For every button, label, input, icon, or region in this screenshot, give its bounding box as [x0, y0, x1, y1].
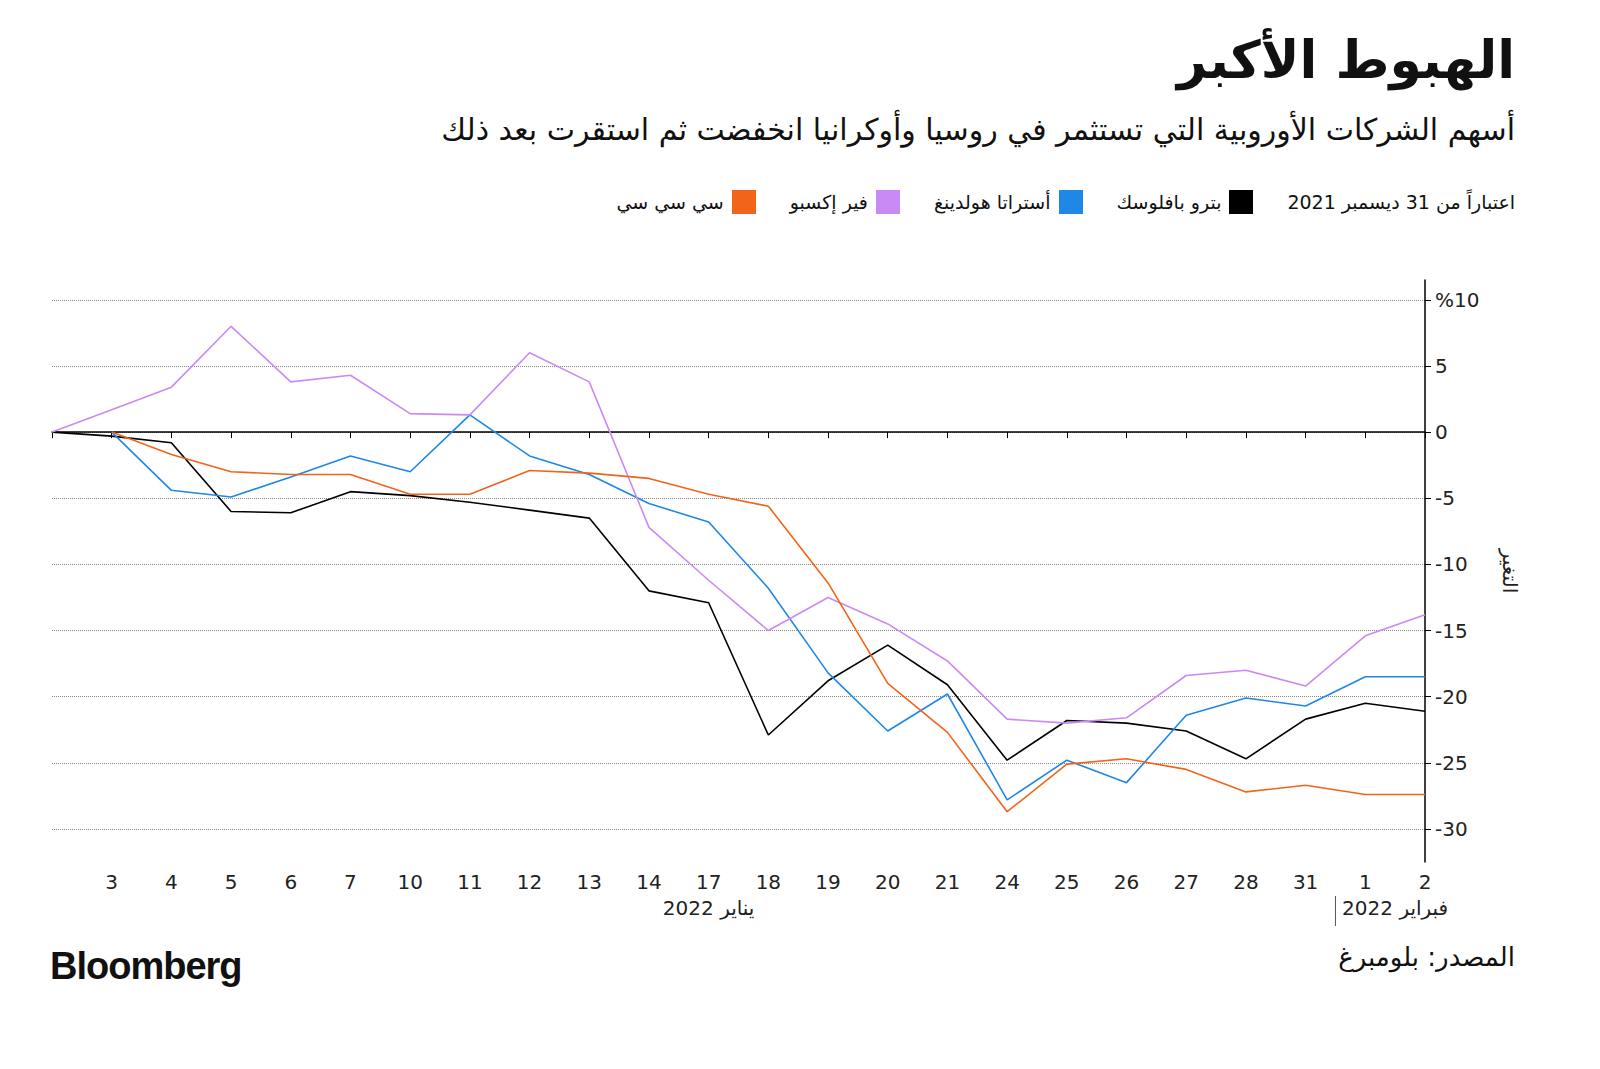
- svg-text:-15: -15: [1435, 619, 1468, 643]
- svg-text:التغير: التغير: [1498, 548, 1522, 593]
- html-text:بترو بافلوسك: بترو بافلوسك: [1116, 191, 1222, 213]
- svg-text:يناير 2022: يناير 2022: [663, 896, 755, 920]
- svg-text:2: 2: [1419, 870, 1432, 894]
- svg-text:24: 24: [994, 870, 1019, 894]
- svg-text:17: 17: [696, 870, 721, 894]
- html-text:أستراتا هولدينغ: أستراتا هولدينغ: [934, 191, 1051, 213]
- svg-text:5: 5: [1435, 354, 1448, 378]
- svg-text:5: 5: [225, 870, 238, 894]
- svg-text:21: 21: [935, 870, 960, 894]
- html-text:اعتباراً من 31 ديسمبر 2021: اعتباراً من 31 ديسمبر 2021: [1287, 191, 1515, 213]
- svg-text:1: 1: [1359, 870, 1372, 894]
- svg-text:-25: -25: [1435, 751, 1468, 775]
- svg-text:%10: %10: [1435, 288, 1479, 312]
- svg-text:26: 26: [1114, 870, 1139, 894]
- html-text:أسهم الشركات الأوروبية التي تس: أسهم الشركات الأوروبية التي تستثمر في رو…: [441, 112, 1515, 147]
- svg-text:19: 19: [815, 870, 840, 894]
- svg-text:14: 14: [636, 870, 661, 894]
- svg-text:6: 6: [284, 870, 297, 894]
- svg-text:3: 3: [105, 870, 118, 894]
- svg-text:12: 12: [517, 870, 542, 894]
- svg-text:25: 25: [1054, 870, 1079, 894]
- html-text:سي سي سي: سي سي سي: [616, 191, 724, 213]
- svg-text:-10: -10: [1435, 552, 1468, 576]
- svg-text:-5: -5: [1435, 486, 1455, 510]
- svg-text:-20: -20: [1435, 685, 1468, 709]
- svg-text:10: 10: [397, 870, 422, 894]
- svg-text:7: 7: [344, 870, 357, 894]
- svg-text:-30: -30: [1435, 817, 1468, 841]
- svg-text:27: 27: [1173, 870, 1198, 894]
- svg-text:4: 4: [165, 870, 178, 894]
- svg-text:فبراير 2022: فبراير 2022: [1342, 896, 1448, 920]
- svg-text:28: 28: [1233, 870, 1258, 894]
- html-text:Bloomberg: Bloomberg: [50, 945, 242, 987]
- html-text:الهبوط الأكبر: الهبوط الأكبر: [1177, 30, 1515, 90]
- svg-text:20: 20: [875, 870, 900, 894]
- svg-text:31: 31: [1293, 870, 1318, 894]
- html-text:فير إكسبو: فير إكسبو: [789, 191, 868, 213]
- svg-text:13: 13: [577, 870, 602, 894]
- svg-text:0: 0: [1435, 420, 1448, 444]
- html-text:المصدر: بلومبرغ: المصدر: بلومبرغ: [1338, 942, 1515, 972]
- svg-text:11: 11: [457, 870, 482, 894]
- svg-text:18: 18: [756, 870, 781, 894]
